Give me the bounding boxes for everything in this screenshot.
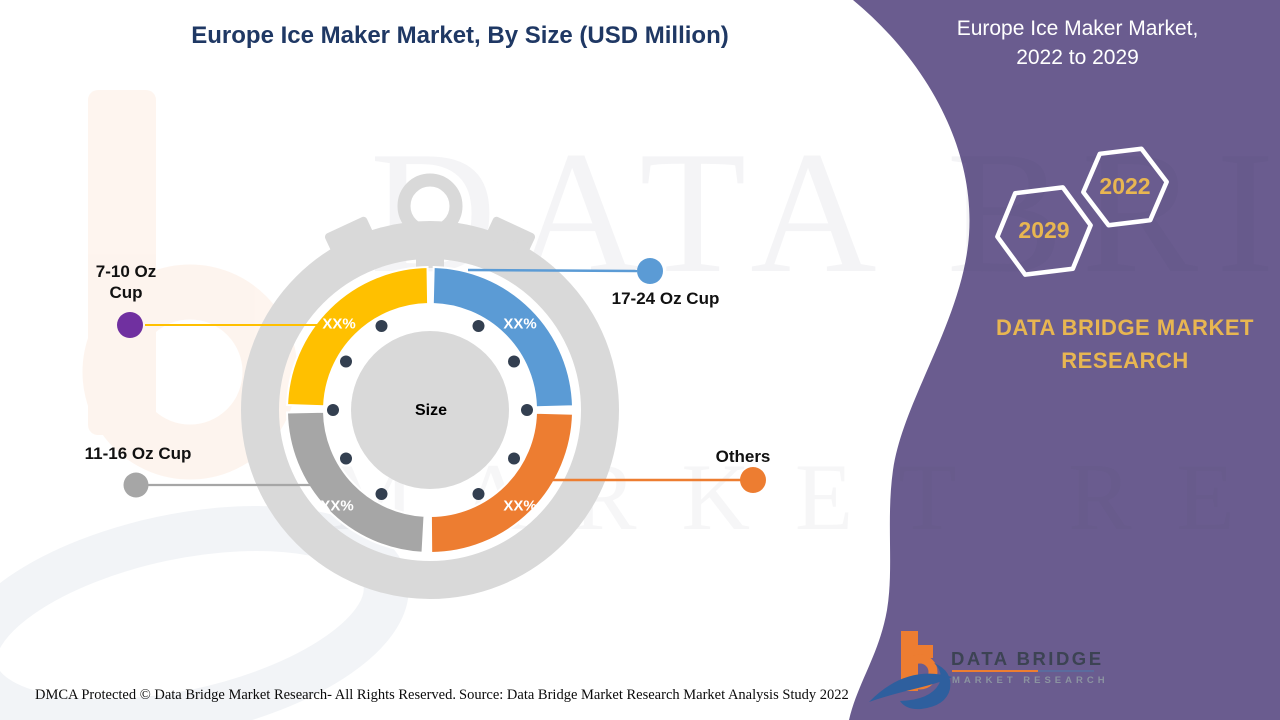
segment-others xyxy=(429,411,575,555)
segment-label-17-24-oz: 17-24 Oz Cup xyxy=(611,289,720,308)
segment-17-24-oz xyxy=(431,265,575,409)
hexagon-2029-icon xyxy=(995,185,1093,277)
segment-value-7-10-oz: XX% xyxy=(322,315,356,333)
stopwatch-icon xyxy=(241,173,619,599)
stopwatch-center-disc xyxy=(351,331,509,489)
year-badge-2029: 2029 xyxy=(1018,217,1070,243)
leader-dot-11-16-oz xyxy=(123,472,149,498)
donut-center-label: Size xyxy=(414,402,447,419)
purple-panel-shape xyxy=(849,0,1280,720)
dbmr-logo-tagline: MARKET RESEARCH xyxy=(952,675,1109,686)
segment-7-10-oz xyxy=(286,265,430,408)
segment-label-others: Others xyxy=(715,447,771,466)
segment-label-11-16-oz: 11-16 Oz Cup xyxy=(84,444,192,463)
segment-value-11-16-oz: XX% xyxy=(320,497,354,515)
brand-text: DATA BRIDGE MARKET RESEARCH xyxy=(996,315,1254,373)
dbmr-logo-icon xyxy=(869,631,1094,710)
dbmr-logo-name: DATA BRIDGE xyxy=(951,648,1104,669)
footer-source-text: Source: Data Bridge Market Research Mark… xyxy=(459,687,849,703)
page-title: Europe Ice Maker Market, By Size (USD Mi… xyxy=(191,22,729,49)
stopwatch-outer-ring xyxy=(241,221,619,599)
clock-dots xyxy=(327,320,533,500)
side-panel-title: Europe Ice Maker Market, 2022 to 2029 xyxy=(885,14,1270,73)
segment-11-16-oz xyxy=(285,410,426,554)
side-panel-title-line1: Europe Ice Maker Market, xyxy=(956,17,1199,40)
donut-chart xyxy=(285,265,575,555)
segment-value-others: XX% xyxy=(503,497,537,515)
segment-value-17-24-oz: XX% xyxy=(503,315,537,333)
side-panel-title-line2: 2022 to 2029 xyxy=(1016,46,1139,70)
leader-line-17-24-oz xyxy=(467,268,638,273)
hexagon-2022-icon xyxy=(1081,146,1169,228)
leader-dot-others xyxy=(740,467,766,493)
year-badge-2022: 2022 xyxy=(1099,173,1151,199)
leader-dot-17-24-oz xyxy=(637,258,663,284)
footer-dmca-text: DMCA Protected © Data Bridge Market Rese… xyxy=(35,687,456,703)
segment-label-7-10-oz: 7-10 Oz Cup xyxy=(95,262,157,303)
leader-dot-7-10-oz xyxy=(117,312,143,338)
